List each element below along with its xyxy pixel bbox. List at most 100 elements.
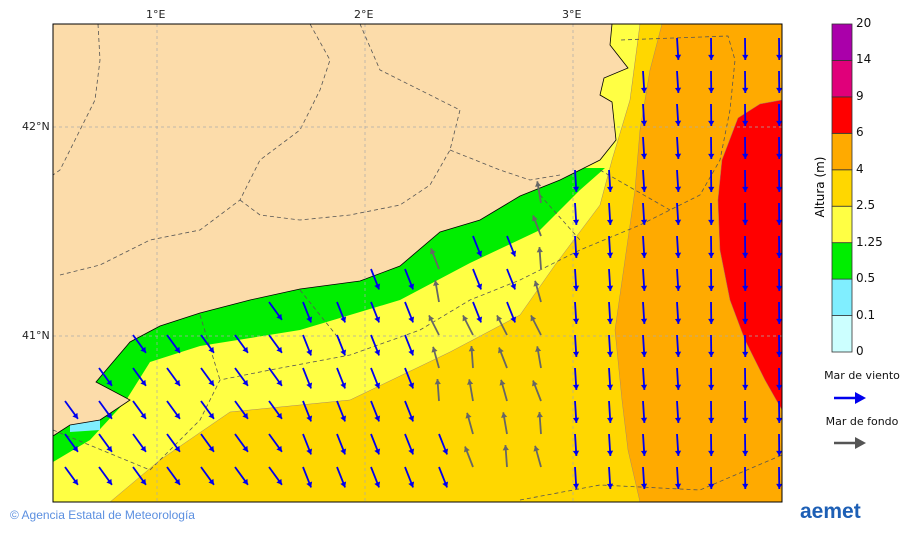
colorbar-tick: 2.5 — [856, 198, 876, 213]
wind-sea-arrow — [268, 466, 283, 486]
wind-sea-arrow — [200, 367, 215, 387]
swell-arrow — [532, 215, 542, 237]
wind-sea-arrow — [640, 433, 648, 457]
wind-sea-arrow — [370, 268, 381, 290]
colorbar — [831, 23, 853, 353]
colorbar-segment — [831, 23, 853, 61]
colorbar-tick: 1.25 — [856, 234, 883, 249]
wind-sea-arrow — [268, 433, 283, 453]
wind-sea-arrow — [776, 136, 782, 160]
swell-arrow — [533, 445, 542, 468]
wind-sea-arrow — [268, 334, 283, 354]
wind-sea-arrow — [506, 301, 517, 323]
swell-arrow — [536, 411, 543, 435]
wind-sea-arrow — [370, 433, 381, 455]
colorbar-segment — [831, 60, 853, 98]
wind-sea-arrow — [776, 103, 782, 127]
wind-sea-arrow — [472, 235, 483, 257]
wind-sea-arrow — [606, 400, 614, 424]
swell-arrow — [467, 379, 474, 402]
wind-sea-arrow — [742, 70, 749, 94]
wind-sea-arrow — [98, 433, 113, 453]
wind-sea-arrow — [674, 334, 682, 358]
wind-sea-arrow — [336, 400, 347, 422]
wind-sea-arrow — [674, 367, 682, 391]
wind-sea-arrow — [302, 466, 313, 488]
wind-sea-arrow — [234, 367, 249, 387]
wind-sea-arrow — [674, 103, 682, 127]
lon-tick-1e: 1°E — [146, 8, 166, 21]
wind-sea-arrow — [234, 334, 249, 354]
wind-sea-arrow — [438, 433, 449, 455]
wind-sea-arrow — [98, 466, 113, 486]
swell-arrow — [428, 314, 440, 336]
wind-sea-arrow — [776, 169, 782, 193]
wind-sea-arrow — [132, 367, 147, 387]
wind-sea-arrow — [404, 400, 415, 422]
wind-sea-arrow — [674, 169, 682, 193]
swell-arrow — [530, 314, 542, 336]
swell-label: Mar de fondo — [825, 415, 899, 428]
swell-arrow — [468, 345, 475, 369]
wind-sea-arrow — [674, 202, 682, 226]
wind-sea-arrow — [572, 169, 580, 193]
swell-arrow — [431, 346, 440, 369]
wind-sea-arrow — [572, 268, 580, 292]
wind-sea-arrow — [200, 466, 215, 486]
colorbar-tick: 4 — [856, 161, 864, 176]
colorbar-tick: 0.1 — [856, 307, 876, 322]
wind-sea-arrow — [708, 367, 715, 391]
wind-sea-arrow — [404, 334, 415, 356]
colorbar-label: Altura (m) — [813, 156, 827, 218]
wind-sea-arrow — [572, 202, 580, 226]
wind-sea-arrow — [404, 466, 415, 488]
map-frame — [52, 23, 783, 503]
wind-sea-arrow — [776, 37, 782, 61]
wind-sea-arrow — [166, 334, 181, 354]
wind-sea-arrow — [404, 301, 415, 323]
swell-arrow — [501, 412, 508, 435]
wind-sea-arrow — [572, 400, 580, 424]
wind-sea-arrow — [268, 367, 283, 387]
wind-sea-arrow — [708, 235, 715, 259]
colorbar-segment — [831, 169, 853, 207]
wind-sea-arrow — [438, 466, 449, 488]
swell-arrow — [433, 280, 440, 303]
wind-sea-arrow — [404, 433, 415, 455]
wind-sea-arrow — [132, 466, 147, 486]
wind-sea-arrow — [200, 400, 215, 420]
wind-sea-arrow — [776, 433, 782, 457]
swell-arrow — [464, 446, 474, 468]
swell-arrow — [535, 346, 542, 369]
wind-sea-arrow — [64, 433, 79, 453]
wind-sea-arrow — [640, 235, 648, 259]
wind-sea-arrow — [336, 334, 347, 356]
wind-sea-arrow — [572, 235, 580, 259]
wind-sea-arrow — [742, 202, 749, 226]
colorbar-tick: 6 — [856, 125, 864, 140]
wind-sea-arrow — [776, 202, 782, 226]
wind-sea-arrow — [572, 367, 580, 391]
wind-sea-arrow — [234, 466, 249, 486]
wind-sea-arrow — [606, 367, 614, 391]
wind-sea-arrow — [606, 433, 614, 457]
colorbar-tick: 20 — [856, 16, 872, 30]
wind-sea-arrow — [132, 433, 147, 453]
wind-sea-arrow — [742, 37, 749, 61]
graticule — [53, 24, 782, 502]
wind-sea-arrow — [132, 400, 147, 420]
wind-sea-arrow — [674, 268, 682, 292]
wind-sea-arrow — [674, 301, 682, 325]
wind-sea-arrow — [640, 367, 648, 391]
swell-arrow — [533, 280, 542, 303]
wind-sea-arrow — [742, 433, 749, 457]
wind-sea-arrow — [640, 268, 648, 292]
region-borders — [53, 24, 782, 501]
wind-sea-arrow — [572, 334, 580, 358]
wind-sea-arrow — [640, 202, 648, 226]
wind-sea-arrow — [640, 70, 648, 94]
lon-tick-2e: 2°E — [354, 8, 374, 21]
wind-sea-arrow — [302, 301, 313, 323]
wind-sea-arrow — [64, 466, 79, 486]
